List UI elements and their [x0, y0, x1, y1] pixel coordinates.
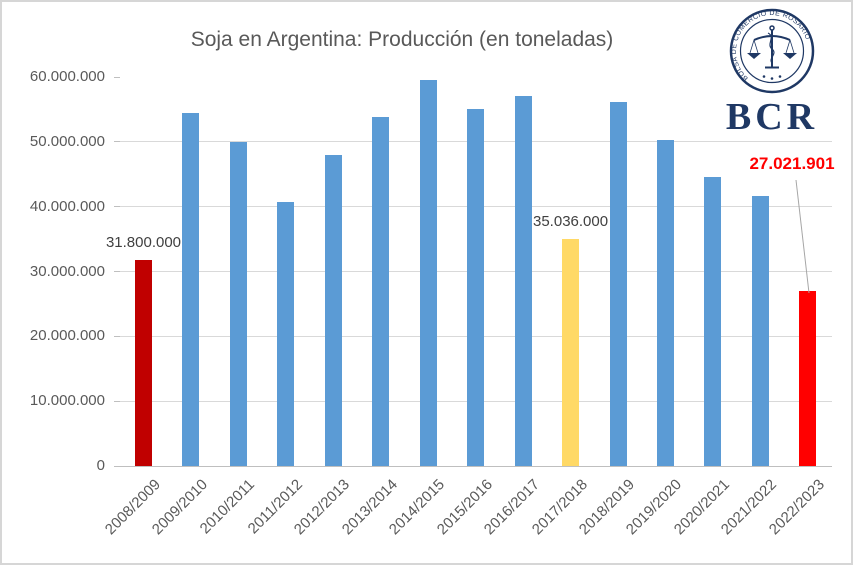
y-tick-label: 0: [96, 457, 105, 474]
bar-2022-2023: [799, 290, 817, 466]
y-axis-tick: [114, 465, 120, 467]
bar-2019-2020: [656, 139, 674, 466]
bcr-logo-text: BCR: [725, 96, 819, 138]
bar-2008-2009: [135, 259, 152, 466]
bar-2020-2021: [704, 177, 722, 466]
callout-backdrop: [692, 142, 838, 178]
bar-data-label: 35.036.000: [533, 212, 609, 230]
y-tick-label: 40.000.000: [29, 197, 105, 215]
bar-data-label: 31.800.000: [105, 233, 182, 251]
bar-2011-2012: [277, 202, 295, 466]
bcr-seal-icon: BOLSA DE COMERCIO DE ROSARIO: [729, 8, 815, 94]
y-tick-label: 20.000.000: [29, 327, 105, 345]
bar-2009-2010: [182, 113, 200, 466]
callout-label: 27.021.901: [749, 154, 835, 173]
bar-2016-2017: [514, 96, 532, 466]
y-axis-tick: [114, 400, 120, 402]
bar-2017-2018: [562, 238, 580, 466]
y-tick-label: 60.000.000: [29, 68, 105, 85]
bar-2021-2022: [751, 196, 769, 466]
y-axis-tick: [114, 271, 120, 272]
bcr-logo: BOLSA DE COMERCIO DE ROSARIO BCR: [720, 6, 824, 136]
chart-title: Soja en Argentina: Producción (en tonela…: [190, 28, 614, 51]
y-axis-tick: [114, 76, 120, 78]
bar-2015-2016: [467, 109, 485, 466]
y-axis-tick: [114, 206, 120, 208]
y-axis-tick: [114, 141, 120, 143]
x-axis-line: [120, 465, 832, 467]
bar-2010-2011: [229, 141, 247, 466]
bar-2013-2014: [372, 117, 390, 466]
bar-2012-2013: [324, 154, 342, 466]
y-tick-label: 50.000.000: [29, 132, 105, 150]
bar-2018-2019: [609, 102, 627, 466]
y-tick-label: 30.000.000: [29, 262, 105, 280]
callout-leader-line: [795, 179, 810, 294]
y-tick-label: 10.000.000: [29, 392, 105, 410]
scales-icon: [747, 25, 797, 80]
bar-2014-2015: [419, 80, 437, 466]
y-axis-tick: [114, 335, 120, 337]
